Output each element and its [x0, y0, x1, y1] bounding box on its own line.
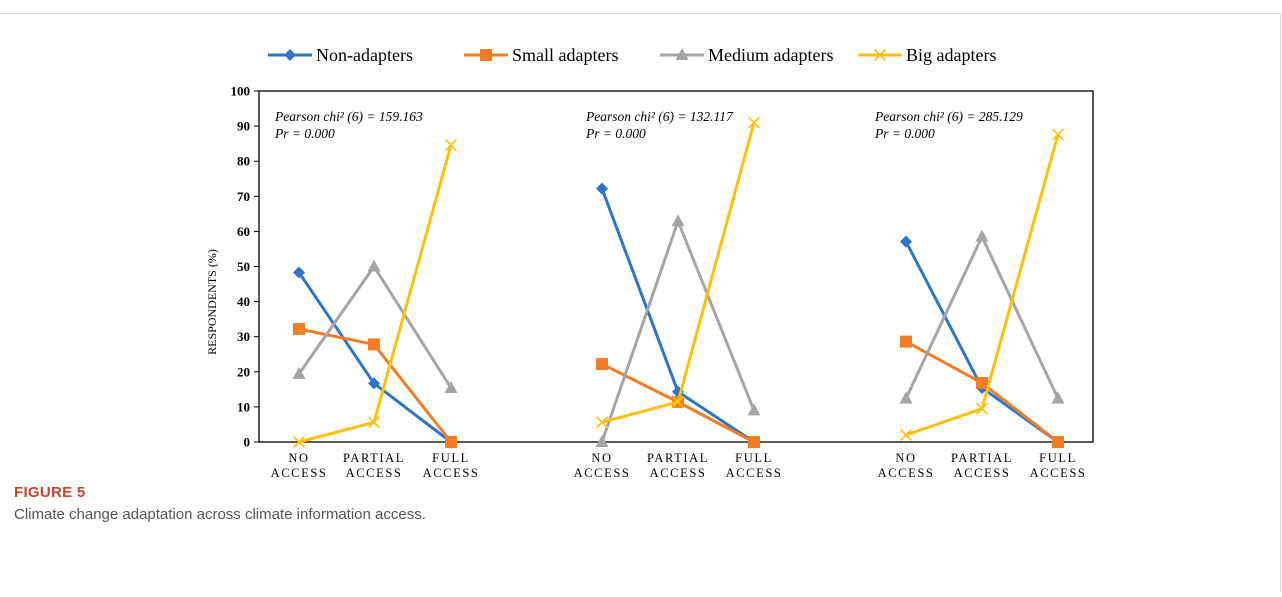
- legend-marker: [480, 49, 492, 61]
- x-tick-label: NO: [288, 451, 309, 465]
- y-tick-label: 60: [237, 224, 250, 239]
- annotations: Pearson chi² (6) = 159.163 Pr = 0.000 Pear…: [274, 109, 1023, 141]
- x-tick-label: NO: [591, 451, 612, 465]
- data-point: [899, 428, 913, 442]
- data-point: [368, 338, 380, 351]
- annotation-text: Pr = 0.000: [585, 126, 646, 141]
- annotation-text: Pearson chi² (6) = 285.129: [874, 109, 1023, 124]
- data-point: [595, 416, 609, 429]
- x-tick-label: PARTIAL: [647, 451, 709, 465]
- legend-label: Non-adapters: [316, 45, 413, 65]
- x-tick-label: PARTIAL: [343, 451, 405, 465]
- data-point: [1051, 128, 1065, 141]
- series-line: [297, 265, 453, 389]
- data-point: [900, 235, 912, 248]
- series-layer: [292, 116, 1065, 449]
- data-point: [1052, 436, 1064, 448]
- x-axis: NOACCESSPARTIALACCESSFULLACCESSLOW YIELD…: [271, 451, 1087, 480]
- data-point: [368, 377, 380, 390]
- figure-frame: [0, 13, 1281, 592]
- annotation-text: Pearson chi² (6) = 132.117: [585, 109, 734, 124]
- data-point: [596, 358, 608, 371]
- y-tick-label: 100: [231, 84, 251, 99]
- y-tick-label: 10: [237, 399, 250, 414]
- data-point: [975, 402, 989, 415]
- x-tick-label: ACCESS: [574, 466, 631, 480]
- x-tick-label: FULL: [1039, 451, 1077, 465]
- y-tick-label: 40: [237, 294, 250, 309]
- legend-item: Small adapters: [464, 45, 618, 65]
- annotation-text: Pr = 0.000: [874, 126, 935, 141]
- x-tick-label: ACCESS: [878, 466, 935, 480]
- x-tick-label: ACCESS: [726, 466, 783, 480]
- x-tick-label: ACCESS: [1030, 466, 1087, 480]
- data-point: [444, 380, 458, 393]
- figure-label: FIGURE 5: [14, 484, 86, 501]
- annotation-text: Pearson chi² (6) = 159.163: [274, 109, 423, 124]
- data-point: [293, 322, 305, 335]
- data-point: [292, 435, 306, 449]
- x-tick-label: ACCESS: [271, 466, 328, 480]
- series-line: [600, 219, 756, 443]
- x-tick-label: ACCESS: [423, 466, 480, 480]
- legend-marker: [284, 49, 296, 61]
- data-point: [747, 116, 761, 129]
- y-tick-label: 90: [237, 119, 250, 134]
- y-tick-label: 20: [237, 364, 250, 379]
- data-point: [976, 377, 988, 390]
- legend-item: Big adapters: [858, 45, 996, 65]
- data-point: [671, 395, 685, 409]
- series-line: [904, 240, 1059, 444]
- x-tick-label: ACCESS: [954, 466, 1011, 480]
- legend-label: Small adapters: [512, 45, 618, 65]
- data-point: [899, 391, 913, 404]
- series-big-adapters: [292, 116, 1065, 449]
- x-tick-label: FULL: [432, 451, 470, 465]
- data-point: [975, 229, 989, 242]
- legend-marker: [675, 48, 689, 60]
- data-point: [367, 259, 381, 272]
- data-point: [444, 138, 458, 152]
- y-axis-label: RESPONDENTS (%): [205, 249, 219, 355]
- legend-label: Big adapters: [906, 45, 996, 65]
- y-tick-label: 0: [244, 435, 251, 450]
- legend-marker: [873, 48, 887, 62]
- series-medium-adapters: [292, 214, 1065, 447]
- series-line: [904, 235, 1060, 400]
- legend: Non-adapters Small adapters Medium adapter…: [268, 45, 996, 65]
- series-line: [298, 144, 453, 444]
- x-tick-label: ACCESS: [650, 466, 707, 480]
- y-tick-label: 50: [237, 259, 250, 274]
- x-tick-label: FULL: [735, 451, 773, 465]
- data-point: [671, 214, 685, 227]
- x-tick-label: PARTIAL: [951, 451, 1013, 465]
- data-point: [748, 436, 760, 448]
- legend-item: Medium adapters: [660, 45, 833, 65]
- x-tick-label: ACCESS: [346, 466, 403, 480]
- data-point: [596, 182, 608, 195]
- data-point: [1051, 391, 1065, 404]
- data-point: [900, 335, 912, 348]
- data-point: [367, 416, 381, 429]
- legend-item: Non-adapters: [268, 45, 413, 65]
- annotation-text: Pr = 0.000: [274, 126, 335, 141]
- figure-caption: Climate change adaptation across climate…: [14, 506, 426, 523]
- series-small-adapters: [293, 322, 1064, 448]
- x-tick-label: NO: [895, 451, 916, 465]
- line-chart: Non-adapters Small adapters Medium adapter…: [205, 45, 1094, 480]
- y-tick-label: 80: [237, 154, 250, 169]
- y-tick-label: 30: [237, 329, 250, 344]
- data-point: [293, 266, 305, 279]
- data-point: [445, 436, 457, 448]
- y-tick-label: 70: [237, 189, 250, 204]
- data-point: [292, 366, 306, 379]
- legend-label: Medium adapters: [708, 45, 833, 65]
- data-point: [595, 435, 609, 447]
- data-point: [747, 403, 761, 416]
- y-axis: 0 10 20 30 40 50 60 70 80 90 100: [231, 84, 259, 450]
